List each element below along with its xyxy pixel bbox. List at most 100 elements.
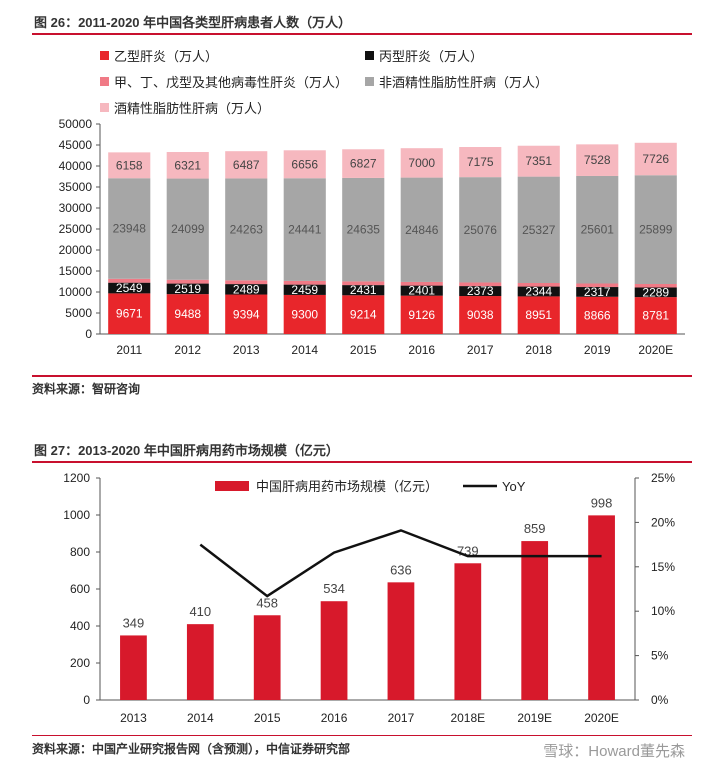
data-label-1-3: 2459 bbox=[291, 283, 318, 297]
bar-2-3 bbox=[283, 280, 326, 285]
data-label-0-2: 9394 bbox=[233, 307, 260, 321]
y2-tick-label-0: 0% bbox=[651, 693, 669, 707]
bar-4-2 bbox=[225, 151, 268, 179]
bar-0-5 bbox=[400, 295, 443, 334]
y-tick-label-6: 30000 bbox=[59, 201, 93, 215]
legend-swatch-3 bbox=[365, 77, 374, 86]
data-label-0-6: 9038 bbox=[467, 308, 494, 322]
legend-swatch-0 bbox=[100, 51, 109, 60]
data-label-4-9: 7726 bbox=[642, 152, 669, 166]
y-tick-label-2: 400 bbox=[70, 619, 90, 633]
figure2-top-rule bbox=[32, 461, 692, 463]
legend-swatch-bar bbox=[215, 481, 249, 491]
bar-0-9 bbox=[634, 297, 677, 334]
yoy-line bbox=[199, 529, 602, 598]
bar-1-1 bbox=[166, 283, 209, 295]
y-tick-label-3: 600 bbox=[70, 582, 90, 596]
bar-2-2 bbox=[225, 280, 268, 285]
bar-4-9 bbox=[634, 142, 677, 176]
bar-4-3 bbox=[283, 150, 326, 179]
x-tick-label-9: 2020E bbox=[638, 343, 673, 357]
bar-1-9 bbox=[634, 287, 677, 298]
data-label-4-2: 6487 bbox=[233, 158, 260, 172]
bar-3-3 bbox=[283, 178, 326, 281]
x-tick-label-8: 2019 bbox=[584, 343, 611, 357]
bar-2-7 bbox=[517, 282, 560, 287]
x-tick-label-2: 2015 bbox=[254, 711, 281, 725]
figure2-bottom-rule bbox=[32, 735, 692, 736]
data-label-4: 636 bbox=[390, 562, 412, 577]
data-label-4-4: 6827 bbox=[350, 157, 377, 171]
y-tick-label-3: 15000 bbox=[59, 264, 93, 278]
legend-label-4: 酒精性脂肪性肝病（万人） bbox=[114, 101, 270, 116]
y-tick-label-6: 1200 bbox=[63, 471, 90, 485]
liver-drug-market-combo-chart: 中国肝病用药市场规模（亿元） YoY 0 200 400 600 800 1000 1200 0%… bbox=[63, 471, 675, 725]
data-label-3-4: 24635 bbox=[347, 223, 381, 237]
bar-4-1 bbox=[166, 152, 209, 179]
data-label-3-6: 25076 bbox=[464, 223, 498, 237]
figure1-title: 图 26：2011-2020 年中国各类型肝病患者人数（万人） bbox=[34, 15, 352, 30]
legend-swatch-2 bbox=[100, 77, 109, 86]
data-label-3-0: 23948 bbox=[113, 222, 147, 236]
data-label-1-9: 2289 bbox=[642, 285, 669, 299]
data-label-0-5: 9126 bbox=[408, 308, 435, 322]
y-tick-label-2: 10000 bbox=[59, 285, 93, 299]
legend-label-1: 丙型肝炎（万人） bbox=[379, 49, 483, 64]
y-tick-label-10: 50000 bbox=[59, 117, 93, 131]
data-label-0-9: 8781 bbox=[642, 309, 669, 323]
figure2-title: 图 27：2013-2020 年中国肝病用药市场规模（亿元） bbox=[34, 443, 339, 458]
data-label-1-0: 2549 bbox=[116, 281, 143, 295]
data-label-2: 458 bbox=[256, 595, 278, 610]
bar-1-6 bbox=[459, 286, 502, 297]
bar-5 bbox=[454, 563, 482, 700]
bar-4-5 bbox=[400, 148, 443, 178]
data-label-3-7: 25327 bbox=[522, 223, 556, 237]
data-label-0-4: 9214 bbox=[350, 308, 377, 322]
data-label-0: 349 bbox=[123, 615, 145, 630]
data-label-3-1: 24099 bbox=[171, 222, 205, 236]
figure1-source: 资料来源：智研咨询 bbox=[32, 382, 141, 396]
data-label-4-5: 7000 bbox=[408, 156, 435, 170]
bar-4-8 bbox=[576, 144, 619, 176]
bar-0-8 bbox=[576, 296, 619, 334]
bar-2-9 bbox=[634, 284, 677, 288]
bar-4-0 bbox=[108, 152, 151, 179]
bar-4-4 bbox=[342, 149, 385, 178]
data-label-0-0: 9671 bbox=[116, 307, 143, 321]
bar-3 bbox=[320, 601, 348, 700]
bar-0-0 bbox=[108, 293, 151, 334]
y2-tick-label-1: 5% bbox=[651, 649, 669, 663]
legend-label-3: 非酒精性脂肪性肝病（万人） bbox=[379, 75, 548, 90]
bar-6 bbox=[521, 541, 549, 700]
y-tick-label-1: 200 bbox=[70, 656, 90, 670]
x-tick-label-3: 2016 bbox=[321, 711, 348, 725]
bar-2-5 bbox=[400, 281, 443, 286]
x-tick-label-6: 2019E bbox=[517, 711, 552, 725]
x-tick-label-7: 2018 bbox=[525, 343, 552, 357]
data-label-1-4: 2431 bbox=[350, 283, 377, 297]
data-label-4-8: 7528 bbox=[584, 153, 611, 167]
data-label-3-8: 25601 bbox=[581, 223, 615, 237]
data-label-3-9: 25899 bbox=[639, 223, 673, 237]
bar-3-2 bbox=[225, 178, 268, 281]
bar-1-7 bbox=[517, 286, 560, 297]
bar-0-4 bbox=[342, 295, 385, 334]
bar-0-1 bbox=[166, 294, 209, 334]
figure1-bottom-rule bbox=[32, 375, 692, 377]
data-label-3-3: 24441 bbox=[288, 223, 322, 237]
bar-3-9 bbox=[634, 175, 677, 285]
bar-3-0 bbox=[108, 178, 151, 279]
bar-3-5 bbox=[400, 177, 443, 282]
figure1-top-rule bbox=[32, 33, 692, 35]
x-tick-label-1: 2012 bbox=[174, 343, 201, 357]
watermark: 雪球：Howard董先森 bbox=[543, 743, 685, 760]
bar-1 bbox=[186, 624, 214, 700]
x-tick-label-2: 2013 bbox=[233, 343, 260, 357]
data-label-3-5: 24846 bbox=[405, 223, 439, 237]
bar-0-2 bbox=[225, 294, 268, 334]
data-label-1-5: 2401 bbox=[408, 284, 435, 298]
liver-patients-stacked-bar-chart: 乙型肝炎（万人） 丙型肝炎（万人） 甲、丁、戊型及其他病毒性肝炎（万人） 非酒精性脂肪… bbox=[59, 49, 685, 357]
bar-2-8 bbox=[576, 283, 619, 288]
y-tick-label-0: 0 bbox=[83, 693, 90, 707]
x-tick-label-3: 2014 bbox=[291, 343, 318, 357]
